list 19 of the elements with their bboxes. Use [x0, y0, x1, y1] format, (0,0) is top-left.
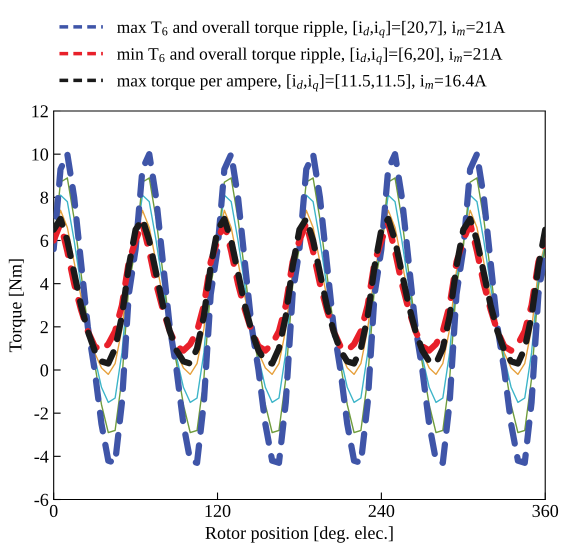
y-tick-label: -6: [34, 494, 48, 506]
x-tick-label: 240: [368, 504, 394, 518]
y-tick-label: 2: [40, 321, 48, 334]
y-tick-label: 4: [40, 278, 49, 290]
y-tick-label: 10: [32, 148, 48, 161]
y-tick-label: 6: [40, 234, 48, 247]
y-tick-label: -2: [34, 407, 48, 420]
x-tick-label: 360: [532, 504, 558, 518]
text: min T$_{6}$ and overall torque ripple, [i$_{d}$,i$_{q}$]=[6,20], i$_{m}$=21A: [117, 48, 502, 65]
text: max T$_{6}$ and overall torque ripple, [i$_{d}$,i$_{q}$]=[20,7], i$_{m}$=21A: [117, 20, 506, 38]
y-tick-label: 8: [40, 192, 48, 204]
y-axis-title: Torque [Nm]: [8, 259, 26, 352]
x-axis-title: Rotor position [deg. elec.]: [205, 526, 393, 543]
x-tick-label: 0: [50, 504, 58, 518]
y-tick-label: 12: [32, 105, 48, 118]
x-tick-label: 120: [206, 504, 230, 518]
y-tick-label: -4: [34, 450, 49, 463]
y-tick-label: 0: [40, 364, 48, 376]
legend-label: max torque per ampere, [i$_{d}$,i$_{q}$]=[11.5,11.5], i$_{m}$=16.4A: [117, 74, 487, 92]
